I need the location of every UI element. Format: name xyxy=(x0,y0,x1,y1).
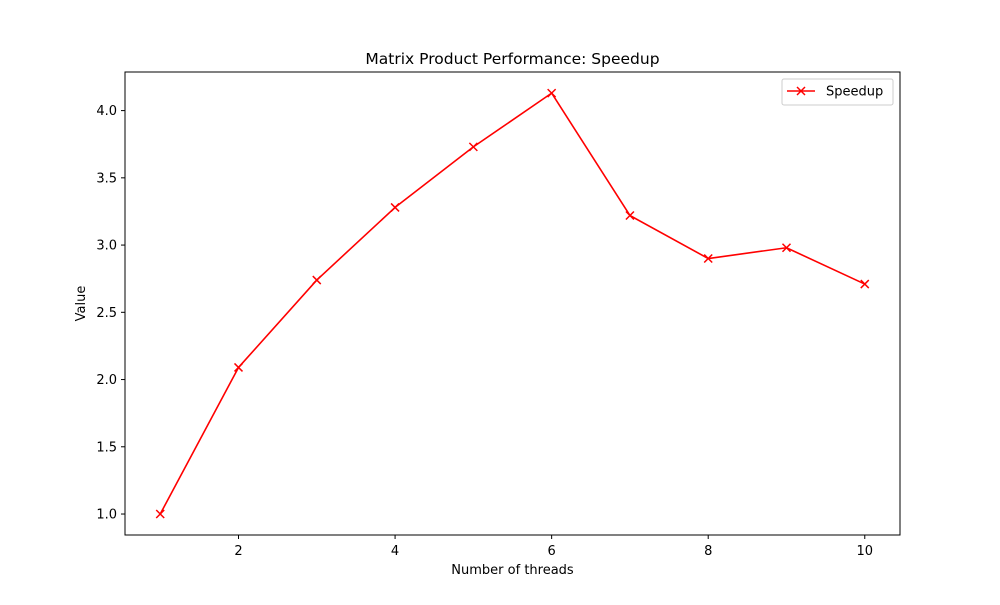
x-axis-label: Number of threads xyxy=(451,563,574,578)
y-tick-label: 4.0 xyxy=(96,104,117,119)
x-tick-label: 6 xyxy=(548,544,556,559)
y-axis-label: Value xyxy=(74,286,89,322)
series-layer xyxy=(155,88,870,519)
y-tick-label: 2.5 xyxy=(96,306,117,321)
data-point-marker xyxy=(233,362,244,372)
series-line-speedup xyxy=(159,92,866,515)
data-point-marker xyxy=(155,509,165,519)
y-axis-ticks: 1.0 1.5 2.0 2.5 3.0 3.5 4.0 xyxy=(96,104,125,523)
data-point-marker xyxy=(703,253,713,264)
legend: Speedup xyxy=(781,78,894,106)
legend-label-speedup: Speedup xyxy=(826,85,883,100)
y-tick-label: 1.0 xyxy=(96,508,117,523)
data-point-marker xyxy=(781,243,792,253)
x-tick-label: 2 xyxy=(234,544,242,559)
x-tick-label: 10 xyxy=(856,544,873,559)
x-tick-label: 8 xyxy=(704,544,712,559)
y-tick-label: 2.0 xyxy=(96,373,117,388)
y-tick-label: 3.5 xyxy=(96,171,117,186)
data-point-marker xyxy=(547,88,557,98)
y-tick-label: 1.5 xyxy=(96,440,117,455)
legend-box xyxy=(781,78,894,106)
y-tick-label: 3.0 xyxy=(96,239,117,254)
data-point-marker xyxy=(625,210,635,221)
x-tick-label: 4 xyxy=(391,544,399,559)
plot-area-frame xyxy=(124,71,901,536)
data-point-marker xyxy=(860,279,870,289)
data-point-marker xyxy=(390,202,400,212)
data-point-marker xyxy=(468,142,478,152)
legend-marker-x xyxy=(796,86,806,96)
x-axis-ticks: 2 4 6 8 10 xyxy=(234,535,873,559)
chart-title: Matrix Product Performance: Speedup xyxy=(365,50,659,68)
data-point-marker xyxy=(312,275,322,285)
